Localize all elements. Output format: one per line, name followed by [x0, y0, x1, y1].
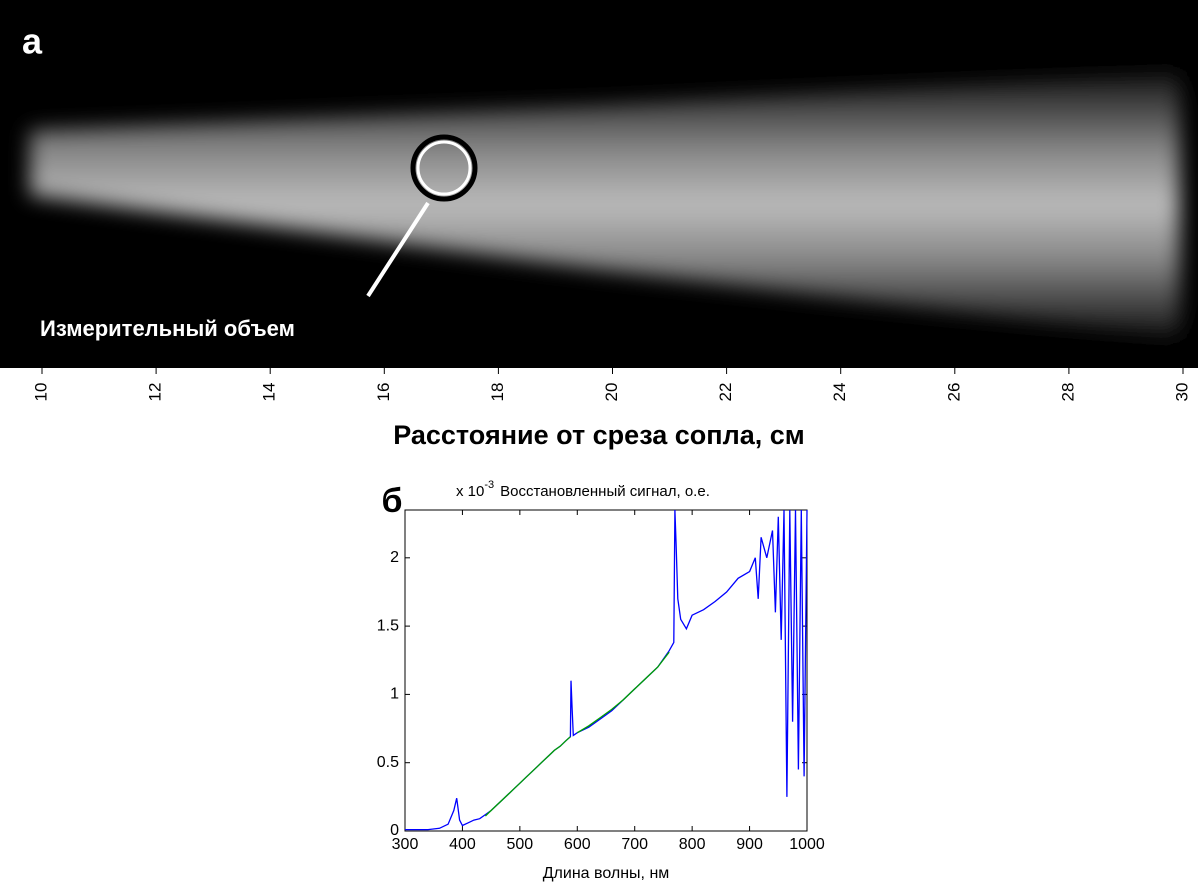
series-line	[405, 509, 808, 831]
x-tick-label: 900	[736, 836, 763, 853]
multiplier: x 10	[456, 483, 484, 500]
y-tick-label: 1.5	[377, 617, 399, 634]
x-axis-label: Длина волны, нм	[543, 865, 670, 882]
x-tick-label: 18	[488, 383, 507, 402]
x-tick-label: 26	[944, 383, 963, 402]
y-tick-label: 1	[390, 686, 399, 703]
measure-circle-outer	[410, 134, 478, 202]
plot-frame	[404, 509, 808, 832]
y-tick-label: 2	[390, 549, 399, 566]
multiplier-exponent: -3	[484, 479, 494, 491]
x-tick-label: 16	[374, 383, 393, 402]
x-tick-label: 700	[621, 836, 648, 853]
y-tick-label: 0	[390, 822, 399, 839]
x-tick-label: 800	[679, 836, 706, 853]
spray-image	[30, 72, 1180, 338]
x-tick-label: 14	[260, 383, 279, 402]
x-tick-label: 400	[449, 836, 476, 853]
x-axis-label: Расстояние от среза сопла, см	[393, 420, 805, 450]
x-tick-label: 10	[31, 383, 50, 402]
x-tick-label: 300	[392, 836, 419, 853]
x-tick-label: 500	[507, 836, 534, 853]
x-tick-label: 600	[564, 836, 591, 853]
panel-label: а	[22, 21, 43, 62]
chart-title: x 10-3 Восстановленный сигнал, о.е.	[456, 479, 710, 500]
x-tick-label: 12	[146, 383, 165, 402]
panel-label: б	[381, 482, 402, 520]
x-tick-label: 24	[830, 383, 849, 402]
annotation-pointer	[366, 201, 430, 298]
measure-circle	[416, 140, 472, 196]
y-tick-label: 0.5	[377, 754, 399, 771]
x-tick-label: 1000	[789, 836, 825, 853]
x-tick-label: 20	[602, 383, 621, 402]
x-tick-label: 22	[716, 383, 735, 402]
series-line	[484, 651, 670, 817]
x-tick-label: 28	[1058, 383, 1077, 402]
annotation: Измерительный объем	[40, 316, 295, 341]
x-tick-label: 30	[1172, 383, 1191, 402]
title: Восстановленный сигнал, о.е.	[500, 483, 710, 500]
